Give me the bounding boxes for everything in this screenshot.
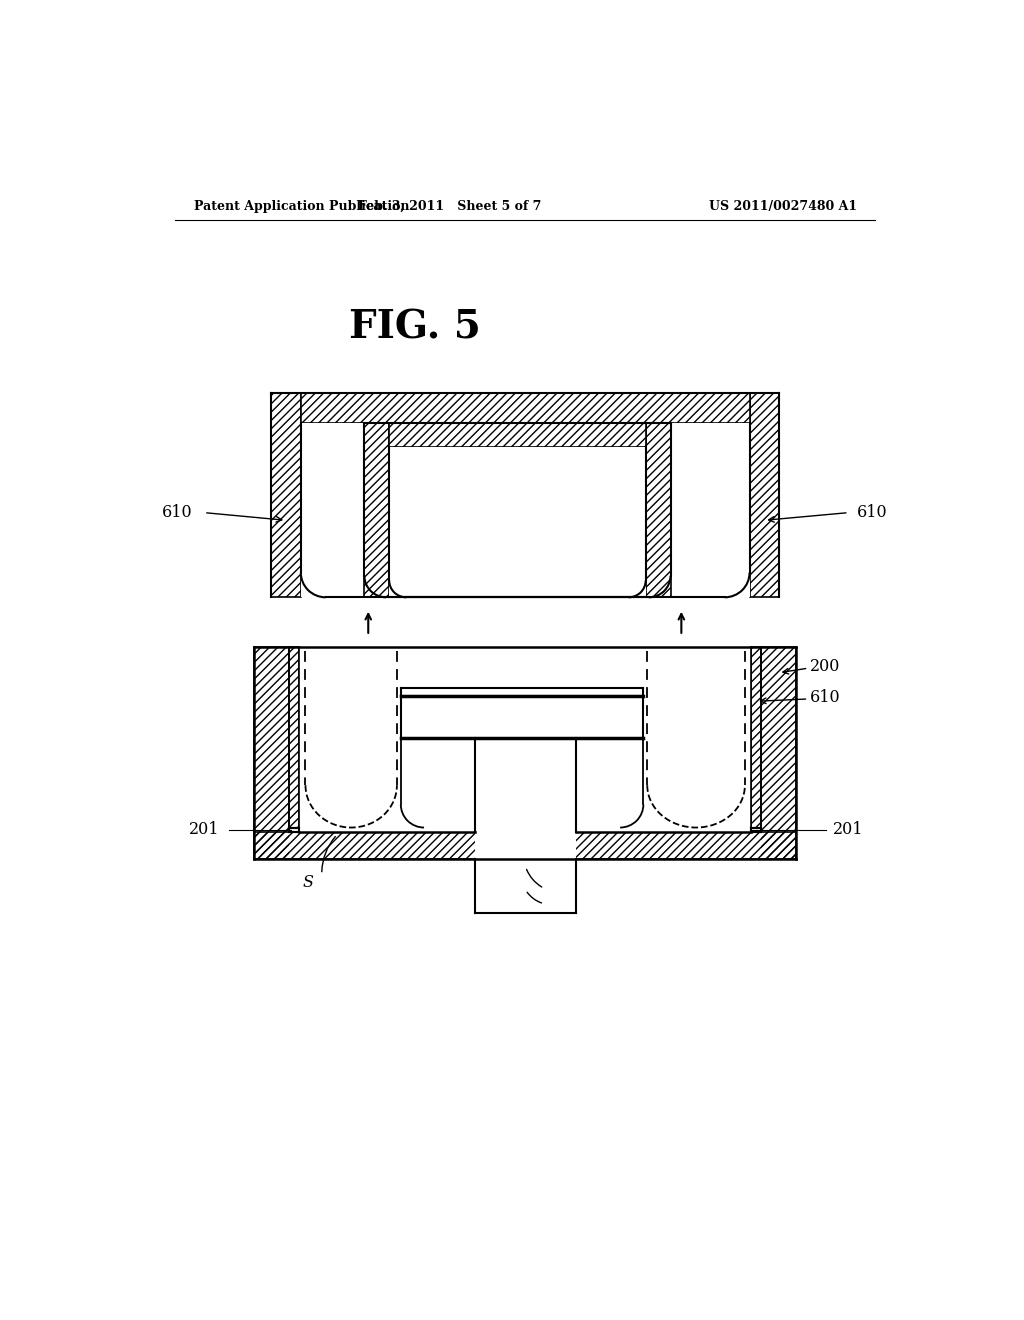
Bar <box>389 447 646 598</box>
Bar <box>475 859 575 913</box>
Bar <box>751 828 761 832</box>
Text: Patent Application Publication: Patent Application Publication <box>194 199 410 213</box>
Bar <box>646 422 671 598</box>
Bar <box>289 647 299 832</box>
Bar <box>365 422 389 598</box>
Bar <box>475 738 575 832</box>
Bar <box>271 393 301 598</box>
Text: 610: 610 <box>856 504 887 521</box>
Text: Feb. 3, 2011   Sheet 5 of 7: Feb. 3, 2011 Sheet 5 of 7 <box>358 199 542 213</box>
Bar <box>400 688 643 696</box>
Bar <box>301 393 750 422</box>
Bar <box>761 647 796 859</box>
Bar <box>400 696 643 738</box>
Text: 610: 610 <box>810 689 841 706</box>
Bar <box>289 828 299 832</box>
Text: 501: 501 <box>547 900 578 917</box>
Bar <box>254 832 796 859</box>
Bar <box>289 647 299 832</box>
Bar <box>475 832 575 863</box>
Text: 610: 610 <box>162 504 193 521</box>
Text: 201: 201 <box>834 821 864 838</box>
Bar <box>389 422 646 447</box>
Bar <box>254 832 796 859</box>
Bar <box>301 422 750 598</box>
Bar <box>365 422 389 598</box>
Text: US 2011/0027480 A1: US 2011/0027480 A1 <box>710 199 857 213</box>
Bar <box>761 647 796 859</box>
Bar <box>751 647 761 832</box>
Text: 500: 500 <box>547 886 577 903</box>
Bar <box>751 647 761 832</box>
Bar <box>750 393 779 598</box>
Bar <box>289 828 299 832</box>
Bar <box>271 393 301 598</box>
Text: 200: 200 <box>810 659 841 675</box>
Bar <box>289 828 299 832</box>
Bar <box>254 647 289 859</box>
Text: S: S <box>303 874 314 891</box>
Bar <box>646 422 671 598</box>
Bar <box>750 393 779 598</box>
Bar <box>254 647 289 859</box>
Bar <box>301 393 750 422</box>
Bar <box>389 422 646 447</box>
Bar <box>299 647 751 832</box>
Text: FIG. 5: FIG. 5 <box>349 309 480 347</box>
Text: 201: 201 <box>189 821 219 838</box>
